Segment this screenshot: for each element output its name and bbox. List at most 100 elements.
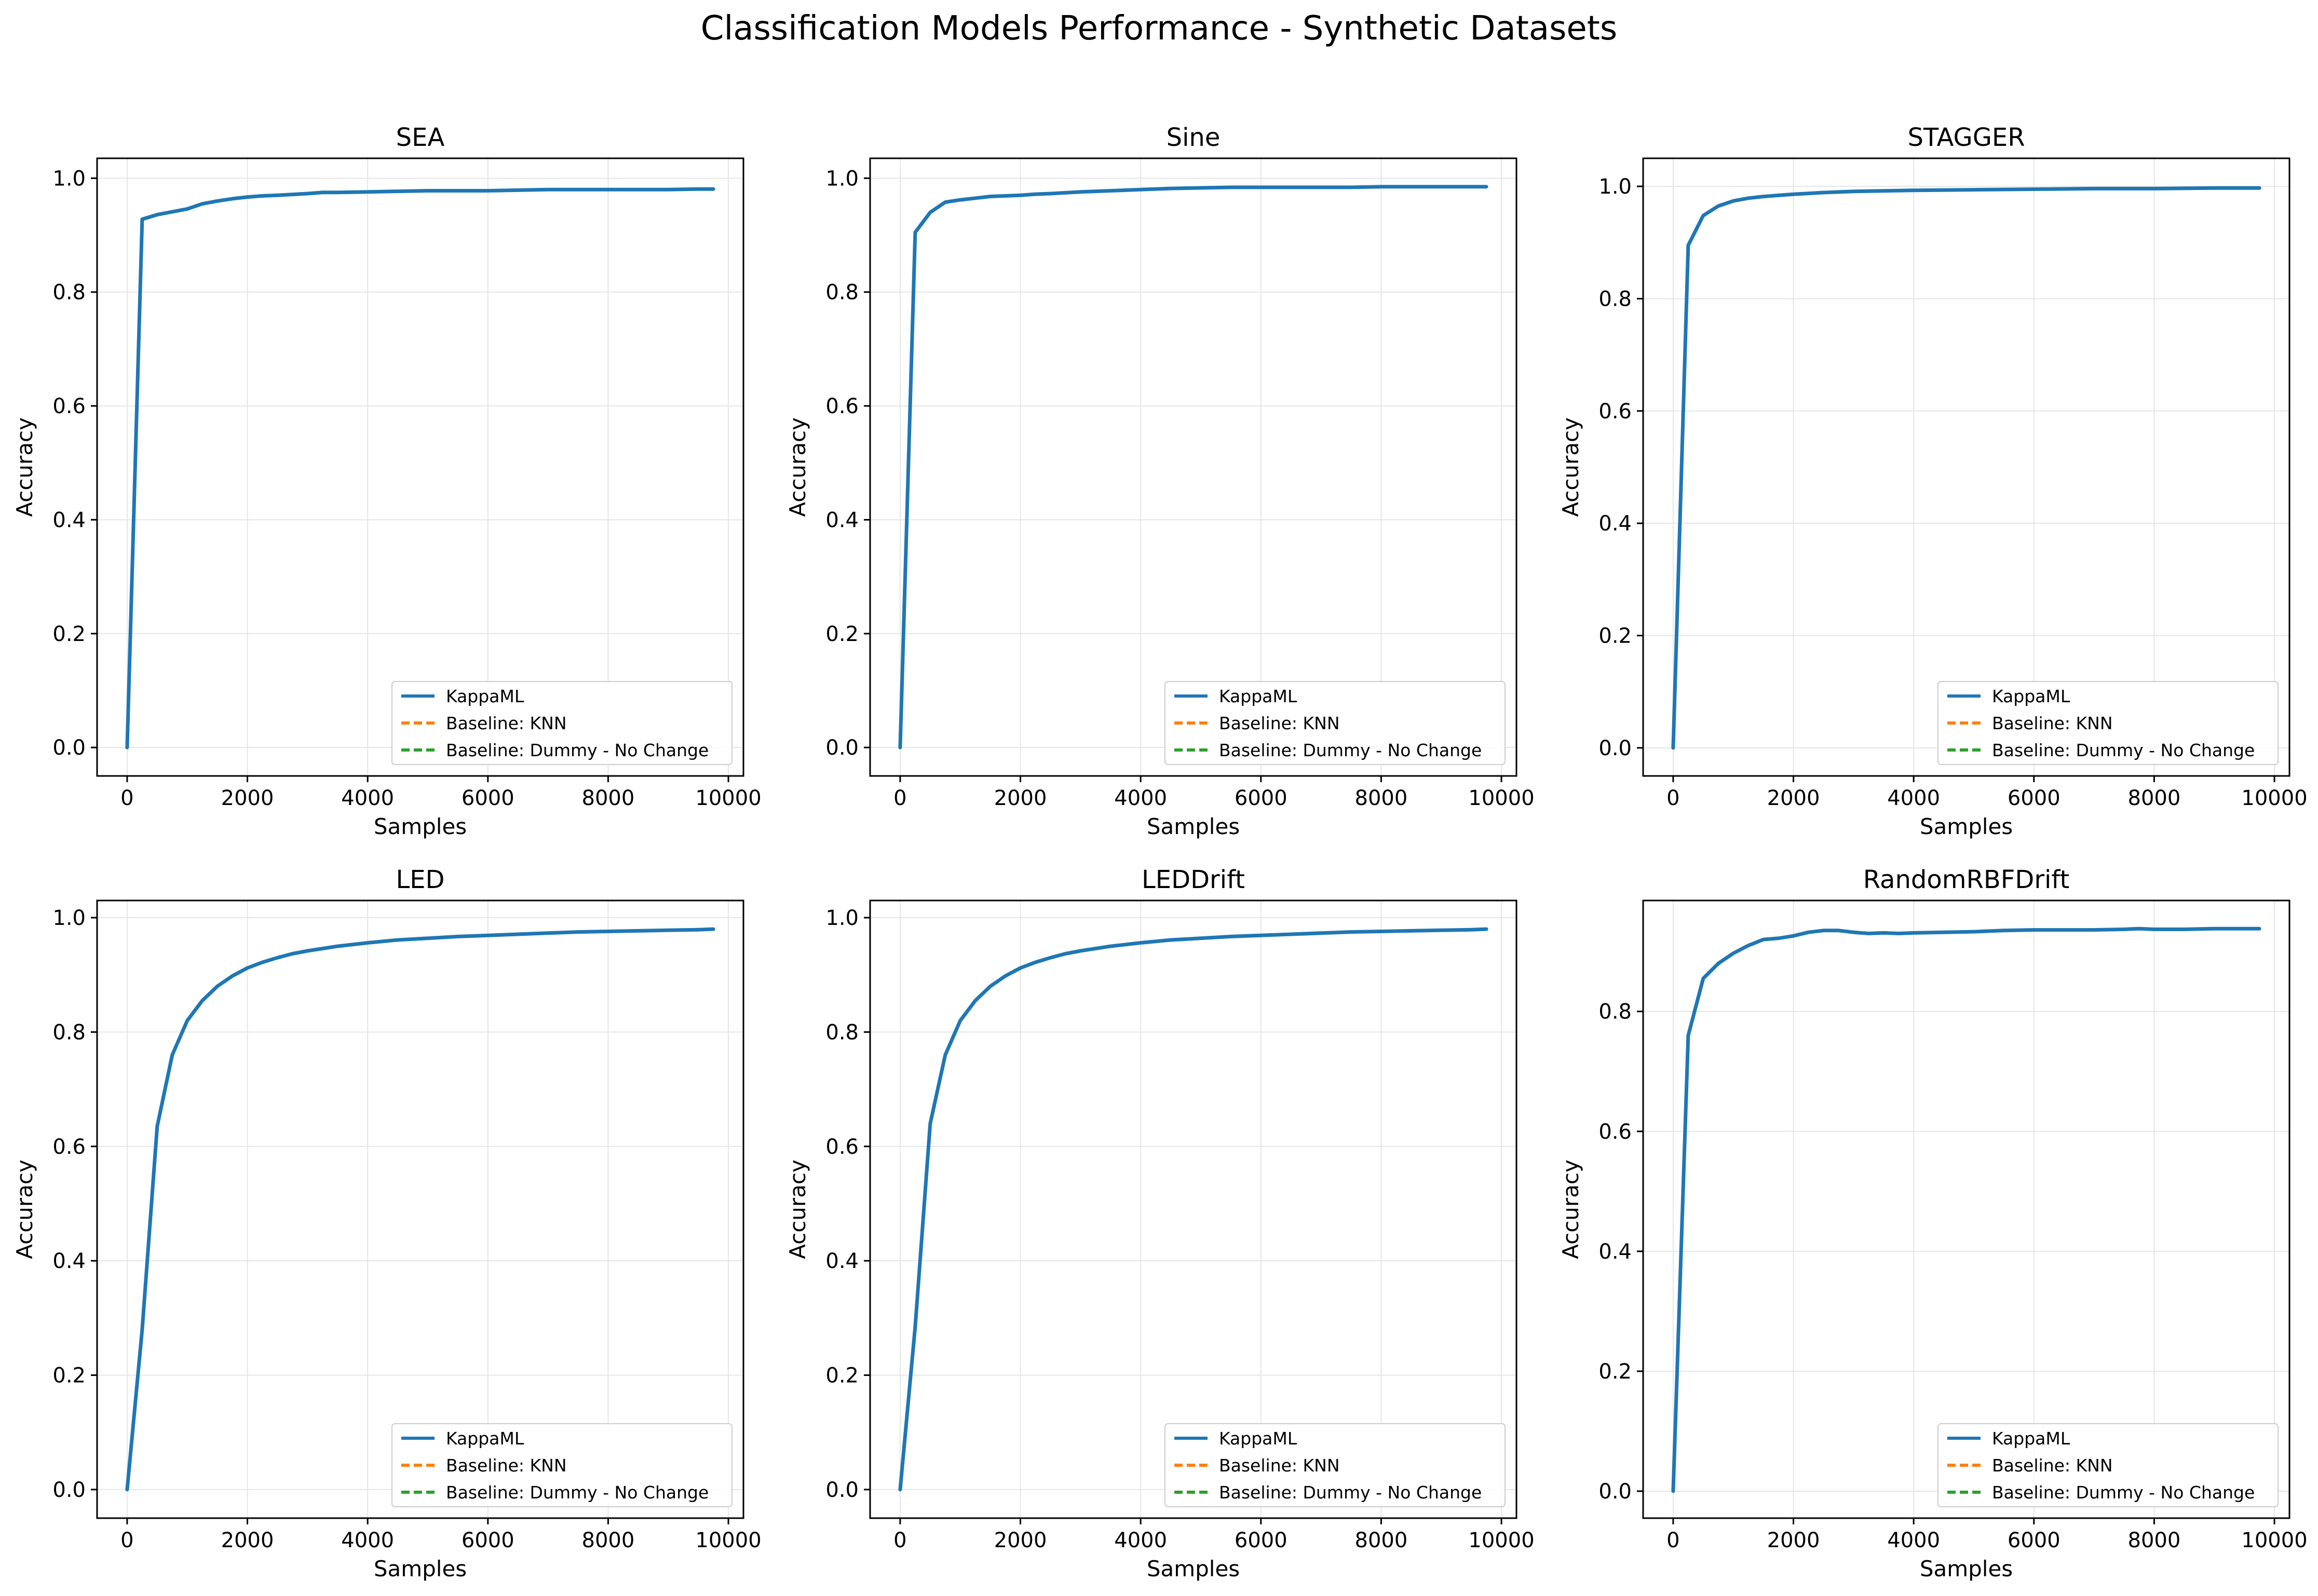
y-tick-label: 0.8 bbox=[825, 1020, 859, 1044]
y-tick-label: 1.0 bbox=[52, 167, 86, 190]
legend: KappaML Baseline: KNN Baseline: Dummy - No… bbox=[1164, 1423, 1506, 1507]
y-tick-label: 0.2 bbox=[52, 622, 86, 646]
legend: KappaML Baseline: KNN Baseline: Dummy - No… bbox=[1937, 681, 2279, 765]
y-tick-label: 0.2 bbox=[825, 622, 859, 646]
legend-label: KappaML bbox=[1992, 1428, 2070, 1449]
y-axis-label: Accuracy bbox=[1558, 417, 1583, 517]
x-axis-label: Samples bbox=[374, 1556, 467, 1581]
legend-label: Baseline: Dummy - No Change bbox=[1992, 1482, 2255, 1503]
x-axis-label: Samples bbox=[1147, 814, 1240, 839]
x-tick-label: 10000 bbox=[695, 786, 761, 810]
legend-label: Baseline: Dummy - No Change bbox=[1219, 1482, 1482, 1503]
x-tick-label: 0 bbox=[893, 786, 906, 810]
x-tick-label: 8000 bbox=[582, 1529, 635, 1552]
x-tick-label: 8000 bbox=[1355, 786, 1408, 810]
subplot-title: STAGGER bbox=[1907, 123, 2025, 152]
y-tick-label: 0.8 bbox=[825, 281, 859, 305]
legend-label: Baseline: KNN bbox=[1219, 713, 1340, 733]
series-line-kappaml bbox=[125, 927, 715, 1492]
subplot-led: 0 2000 4000 6000 8000 10000 0.0 0.2 0.4 0.6 0.8 1.0… bbox=[12, 865, 762, 1581]
y-axis-label: Accuracy bbox=[12, 417, 37, 517]
y-tick-label: 1.0 bbox=[825, 167, 859, 190]
y-tick-label: 0.8 bbox=[1598, 287, 1632, 311]
x-tick-label: 6000 bbox=[462, 786, 514, 810]
x-tick-label: 6000 bbox=[2008, 1529, 2061, 1552]
legend-label: Baseline: KNN bbox=[446, 713, 567, 733]
y-tick-label: 0.0 bbox=[52, 736, 86, 760]
x-tick-label: 0 bbox=[893, 1529, 906, 1552]
legend: KappaML Baseline: KNN Baseline: Dummy - No… bbox=[391, 1423, 733, 1507]
subplot-sea: 0 2000 4000 6000 8000 10000 0.0 0.2 0.4 0.6 0.8 1.0… bbox=[12, 123, 762, 839]
y-tick-label: 0.6 bbox=[52, 1135, 86, 1159]
legend-label: Baseline: Dummy - No Change bbox=[446, 740, 709, 760]
figure-title: Classification Models Performance - Synt… bbox=[700, 9, 1618, 48]
y-tick-label: 0.2 bbox=[1598, 1360, 1632, 1384]
legend: KappaML Baseline: KNN Baseline: Dummy - No… bbox=[1937, 1423, 2279, 1507]
y-tick-label: 0.8 bbox=[52, 1020, 86, 1044]
legend-label: Baseline: Dummy - No Change bbox=[1992, 740, 2255, 760]
x-tick-label: 6000 bbox=[2008, 786, 2061, 810]
x-tick-label: 0 bbox=[120, 1529, 133, 1552]
x-tick-label: 0 bbox=[120, 786, 133, 810]
legend-label: Baseline: KNN bbox=[1219, 1455, 1340, 1476]
legend-box bbox=[1164, 681, 1506, 765]
x-tick-label: 2000 bbox=[1767, 786, 1820, 810]
subplot-randomrbfdrift: 0 2000 4000 6000 8000 10000 0.0 0.2 0.4 0.6 0.8 Ran… bbox=[1558, 865, 2308, 1581]
legend-label: Baseline: KNN bbox=[1992, 1455, 2113, 1476]
x-tick-label: 10000 bbox=[1468, 786, 1534, 810]
legend-label: KappaML bbox=[446, 1428, 524, 1449]
axes-frame bbox=[869, 899, 1517, 1519]
legend-label: Baseline: KNN bbox=[1992, 713, 2113, 733]
series-line-kappaml bbox=[125, 187, 715, 749]
legend-box bbox=[391, 1423, 733, 1507]
x-tick-label: 6000 bbox=[1235, 1529, 1287, 1552]
y-tick-label: 0.4 bbox=[825, 508, 859, 532]
subplot-title: LEDDrift bbox=[1142, 865, 1245, 894]
x-tick-label: 2000 bbox=[994, 786, 1047, 810]
legend: KappaML Baseline: KNN Baseline: Dummy - No… bbox=[391, 681, 733, 765]
legend-box bbox=[1164, 1423, 1506, 1507]
y-tick-label: 0.6 bbox=[1598, 1120, 1632, 1144]
x-tick-label: 10000 bbox=[1468, 1529, 1534, 1552]
x-tick-label: 4000 bbox=[1114, 786, 1167, 810]
x-tick-label: 10000 bbox=[695, 1529, 761, 1552]
subplot-stagger: 0 2000 4000 6000 8000 10000 0.0 0.2 0.4 0.6 0.8 1.0… bbox=[1558, 123, 2308, 839]
y-tick-label: 0.4 bbox=[52, 508, 86, 532]
x-tick-label: 8000 bbox=[1355, 1529, 1408, 1552]
x-tick-label: 8000 bbox=[582, 786, 635, 810]
y-tick-label: 0.6 bbox=[1598, 400, 1632, 424]
x-tick-label: 4000 bbox=[1887, 1529, 1940, 1552]
x-tick-label: 4000 bbox=[341, 1529, 394, 1552]
y-tick-label: 0.2 bbox=[825, 1364, 859, 1388]
y-tick-label: 0.6 bbox=[52, 394, 86, 418]
y-tick-label: 1.0 bbox=[825, 906, 859, 930]
y-tick-label: 0.2 bbox=[1598, 624, 1632, 648]
x-tick-label: 8000 bbox=[2128, 786, 2181, 810]
legend-box bbox=[1937, 1423, 2279, 1507]
y-tick-label: 0.8 bbox=[52, 281, 86, 305]
axes-frame bbox=[1642, 157, 2290, 777]
subplot-title: Sine bbox=[1167, 123, 1221, 152]
x-tick-label: 4000 bbox=[1114, 1529, 1167, 1552]
y-tick-label: 0.8 bbox=[1598, 1000, 1632, 1024]
x-tick-label: 10000 bbox=[2241, 786, 2307, 810]
y-axis-label: Accuracy bbox=[1558, 1160, 1583, 1259]
axes-frame bbox=[869, 157, 1517, 777]
subplot-title: LED bbox=[396, 865, 444, 894]
axes-frame bbox=[96, 899, 744, 1519]
x-axis-label: Samples bbox=[374, 814, 467, 839]
subplot-title: SEA bbox=[396, 123, 445, 152]
y-tick-label: 0.0 bbox=[825, 1478, 859, 1502]
x-tick-label: 6000 bbox=[1235, 786, 1287, 810]
x-tick-label: 0 bbox=[1666, 1529, 1679, 1552]
x-tick-label: 6000 bbox=[462, 1529, 514, 1552]
subplot-sine: 0 2000 4000 6000 8000 10000 0.0 0.2 0.4 0.6 0.8 1.0… bbox=[785, 123, 1535, 839]
x-axis-label: Samples bbox=[1920, 814, 2013, 839]
series-line-kappaml bbox=[1671, 186, 2261, 750]
legend-box bbox=[1937, 681, 2279, 765]
series-line-kappaml bbox=[898, 927, 1488, 1492]
x-axis-label: Samples bbox=[1920, 1556, 2013, 1581]
y-tick-label: 1.0 bbox=[1598, 175, 1632, 199]
